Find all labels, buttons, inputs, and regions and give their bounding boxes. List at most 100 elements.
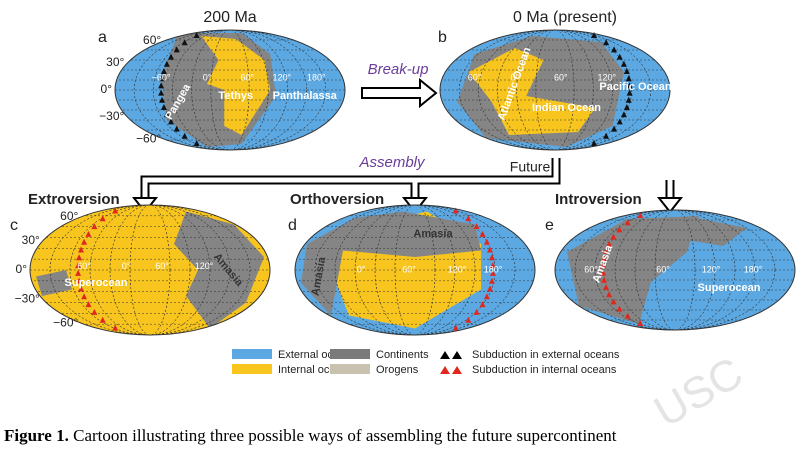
legend-swatch — [232, 349, 272, 359]
legend-swatch — [232, 364, 272, 374]
subduction-tooth — [173, 125, 180, 132]
subduction-tooth — [159, 96, 166, 103]
subduction-tooth — [160, 104, 167, 110]
meridian — [133, 30, 327, 150]
subduction-tooth — [489, 262, 496, 269]
watermark: USC — [646, 348, 751, 437]
subduction-tooth — [452, 324, 459, 331]
lon-label: 120° — [195, 261, 214, 271]
lon-label: 60° — [468, 72, 482, 82]
lat-label: 30° — [106, 55, 124, 69]
subduction-tooth — [78, 246, 85, 253]
subduction-tooth — [623, 68, 630, 74]
lon-label: 120° — [448, 264, 467, 274]
caption: Figure 1. Cartoon illustrating three pos… — [4, 426, 617, 445]
panel-title: Orthoversion — [290, 191, 384, 208]
subduction-tooth — [486, 285, 493, 292]
globe-outline — [439, 29, 671, 151]
region-label: Superocean — [65, 277, 128, 289]
lat-label: 0° — [101, 82, 113, 96]
subduction-tooth — [160, 68, 167, 74]
region-label: Panthalassa — [273, 90, 338, 102]
panel-letter: d — [288, 217, 297, 234]
subduction-tooth — [112, 324, 119, 331]
panel-letter: b — [438, 29, 447, 46]
lon-label: 0° — [357, 264, 366, 274]
subduction-tooth — [163, 60, 170, 67]
subduction-tooth — [616, 118, 623, 125]
assembly-label: Assembly — [358, 154, 426, 171]
region-label: Amasia — [413, 228, 453, 240]
subduction-tooth — [168, 118, 175, 125]
breakup-label: Break-up — [368, 61, 429, 78]
subduction-tooth — [606, 240, 613, 247]
lon-label: 60° — [584, 264, 598, 274]
subduction-tooth — [601, 276, 608, 283]
legend-label: Subduction in internal oceans — [472, 364, 617, 376]
subduction-tooth — [625, 75, 632, 82]
panel-letter: c — [10, 217, 18, 234]
region-label: Superocean — [698, 282, 761, 294]
lon-label: 0° — [122, 261, 131, 271]
subduction-tooth — [610, 233, 617, 240]
lat-label: 0° — [16, 262, 28, 276]
subduction-tooth — [181, 132, 188, 139]
subduction-tooth — [616, 53, 623, 60]
lon-label: 60° — [402, 264, 416, 274]
subduction-tooth — [625, 96, 632, 103]
subduction-tooth — [193, 140, 200, 146]
subduction-tooth — [76, 277, 83, 284]
meridian — [458, 30, 652, 150]
subduction-tooth — [626, 89, 633, 96]
lon-label: 60° — [554, 72, 568, 82]
panel-title: Extroversion — [28, 191, 120, 208]
subduction-tooth — [181, 39, 188, 46]
subduction-tooth — [603, 248, 610, 254]
lon-label: 180° — [484, 264, 503, 274]
panel-letter: a — [98, 29, 107, 46]
subduction-tooth — [483, 293, 490, 300]
region-label: Tethys — [218, 90, 253, 102]
legend-swatch — [440, 351, 462, 359]
region-label: Indian Ocean — [532, 102, 601, 114]
subduction-tooth — [99, 215, 106, 222]
subduction-tooth — [158, 89, 165, 96]
lat-label: 60° — [60, 209, 78, 223]
subduction-tooth — [600, 269, 607, 276]
lat-label: −30° — [15, 291, 40, 305]
subduction-tooth — [91, 223, 98, 230]
subduction-tooth — [112, 207, 119, 214]
subduction-tooth — [620, 60, 627, 67]
panel-title: 0 Ma (present) — [513, 9, 617, 26]
meridian — [210, 30, 250, 150]
globe-outline — [294, 204, 536, 336]
landmass — [687, 216, 747, 246]
meridian — [478, 30, 632, 150]
subduction-tooth — [626, 82, 633, 89]
lat-label: −60° — [53, 315, 78, 329]
map-panel — [555, 210, 795, 330]
subduction-tooth — [488, 254, 495, 261]
subduction-tooth — [591, 32, 598, 38]
lat-label: −60° — [136, 131, 161, 145]
subduction-tooth — [85, 230, 92, 237]
legend: External oceans Internal oceans Continen… — [232, 349, 620, 376]
subduction-tooth — [465, 316, 472, 323]
subduction-tooth — [158, 82, 165, 89]
map-panel — [30, 205, 270, 335]
subduction-tooth — [99, 316, 106, 323]
subduction-tooth — [637, 320, 644, 326]
panel-title: 200 Ma — [203, 9, 256, 26]
subduction-tooth — [603, 39, 610, 46]
lon-label: 60° — [77, 261, 91, 271]
subduction-tooth — [600, 262, 607, 269]
subduction-tooth — [479, 301, 486, 308]
subduction-tooth — [473, 223, 480, 230]
subduction-tooth — [78, 285, 85, 292]
subduction-tooth — [611, 125, 618, 132]
lon-label: 60° — [656, 264, 670, 274]
subduction-tooth — [624, 219, 631, 226]
subduction-tooth — [452, 207, 459, 214]
legend-label: Continents — [376, 349, 429, 361]
